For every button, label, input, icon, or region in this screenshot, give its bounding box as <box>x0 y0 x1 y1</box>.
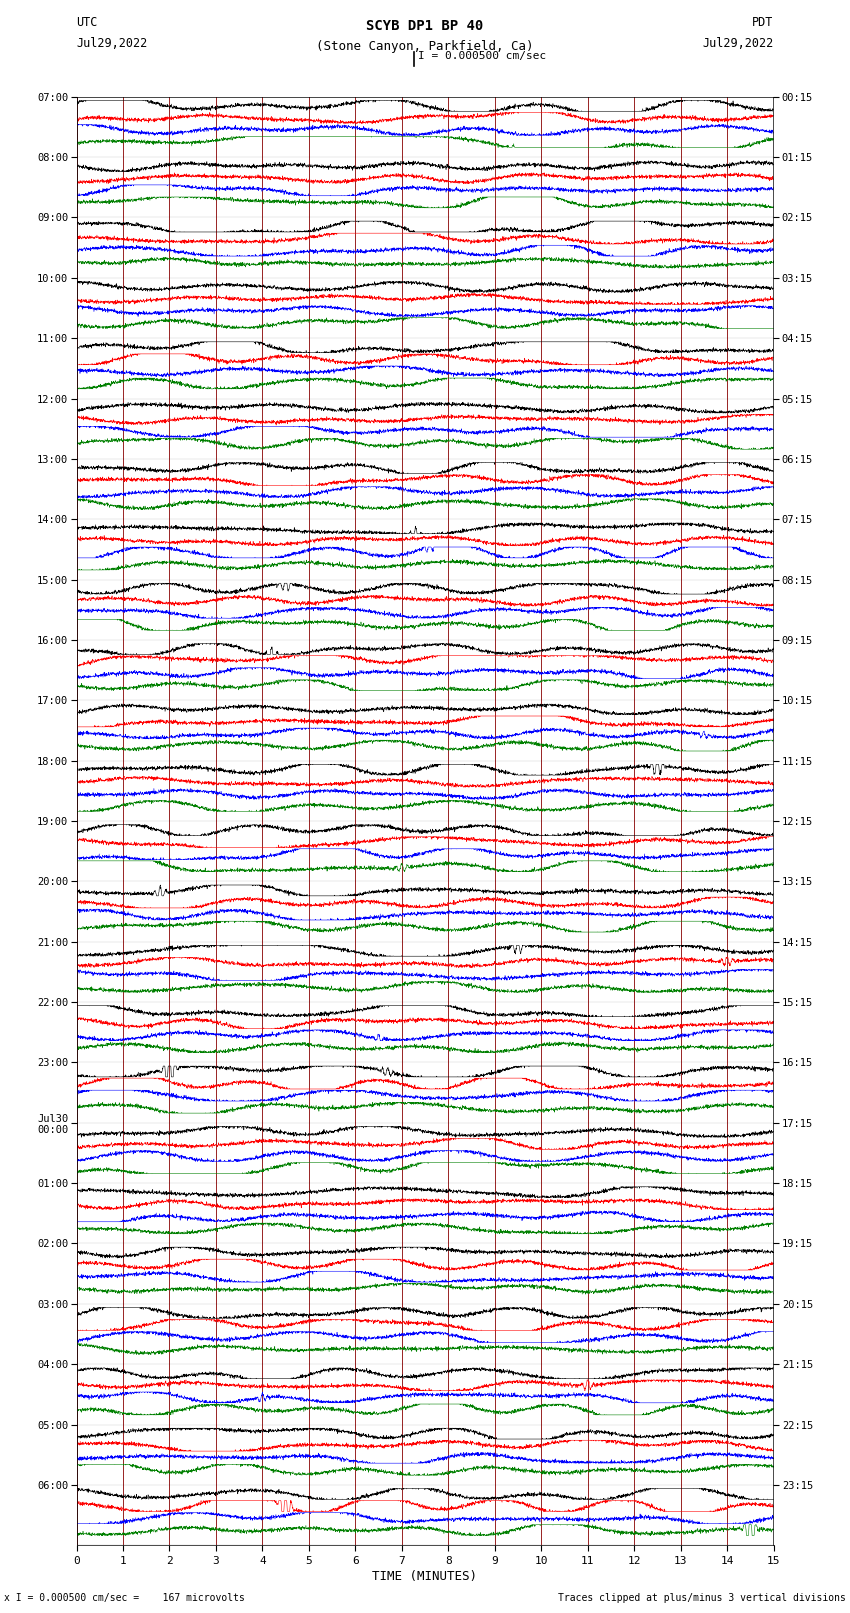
Text: PDT: PDT <box>752 16 774 29</box>
Text: I = 0.000500 cm/sec: I = 0.000500 cm/sec <box>418 52 547 61</box>
Text: UTC: UTC <box>76 16 98 29</box>
Text: Jul29,2022: Jul29,2022 <box>702 37 774 50</box>
Text: x I = 0.000500 cm/sec =    167 microvolts: x I = 0.000500 cm/sec = 167 microvolts <box>4 1594 245 1603</box>
Text: Jul29,2022: Jul29,2022 <box>76 37 148 50</box>
Text: (Stone Canyon, Parkfield, Ca): (Stone Canyon, Parkfield, Ca) <box>316 40 534 53</box>
Text: SCYB DP1 BP 40: SCYB DP1 BP 40 <box>366 19 484 34</box>
X-axis label: TIME (MINUTES): TIME (MINUTES) <box>372 1569 478 1582</box>
Text: Traces clipped at plus/minus 3 vertical divisions: Traces clipped at plus/minus 3 vertical … <box>558 1594 846 1603</box>
